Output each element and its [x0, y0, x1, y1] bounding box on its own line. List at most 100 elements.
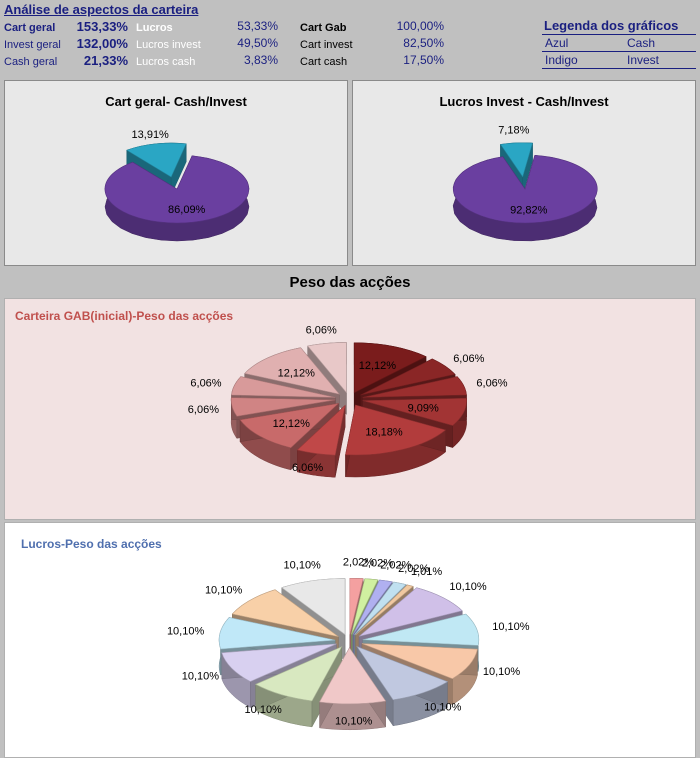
- legend-color-azul: Azul: [545, 36, 569, 50]
- pie-slice: [361, 643, 478, 680]
- lucros-invest-chart-panel: Lucros Invest - Cash/Invest 7,18% 92,82%: [352, 80, 696, 266]
- chart-title: Lucros-Peso das acções: [21, 537, 162, 551]
- data-label: 18,18%: [365, 427, 403, 439]
- cart-geral-pie-chart: 13,91% 86,09%: [104, 129, 250, 242]
- cart-cash-label: Cart cash: [300, 56, 348, 68]
- data-label: 12,12%: [278, 367, 316, 379]
- data-label: 9,09%: [408, 403, 439, 415]
- data-label: 10,10%: [167, 626, 205, 638]
- carteira-gab-pie-chart: 12,12% 6,06% 6,06% 9,09% 18,18% 6,06% 12,12% 6,…: [188, 325, 508, 478]
- pie-slice: [352, 579, 393, 635]
- cart-geral-value: 153,33%: [76, 19, 128, 34]
- lucros-cash-value: 3,83%: [243, 53, 278, 67]
- data-label: 2,02%: [398, 563, 429, 575]
- carteira-gab-chart-panel: Carteira GAB(inicial)-Peso das acções 12…: [4, 298, 696, 520]
- cart-invest-value: 82,50%: [403, 36, 444, 50]
- chart-title: Lucros Invest - Cash/Invest: [439, 94, 609, 109]
- data-label: 10,10%: [335, 716, 373, 728]
- pie-slice: [218, 617, 336, 650]
- lucros-value: 53,33%: [237, 19, 278, 33]
- data-label: 2,02%: [380, 560, 411, 572]
- data-label: 10,10%: [284, 560, 322, 572]
- lucros-peso-chart-panel: Lucros-Peso das acções 2,02% 2,02% 2,02% 2,…: [4, 522, 696, 758]
- data-label: 10,10%: [205, 584, 243, 596]
- data-label: 6,06%: [190, 377, 221, 389]
- legend-color-indigo: Indigo: [545, 53, 578, 67]
- pie-slice: [230, 397, 336, 417]
- lucros-peso-pie-chart: 2,02%2,02%2,02%2,02%1,01%10,10%10,10%10,…: [167, 557, 530, 731]
- legend-meaning-cash: Cash: [627, 36, 656, 50]
- data-label: 12,12%: [359, 360, 397, 372]
- lucros-invest-value: 49,50%: [237, 36, 278, 50]
- invest-geral-label: Invest geral: [4, 39, 61, 51]
- pie-slice: [255, 646, 343, 702]
- pie-slice: [362, 613, 480, 646]
- data-label: 10,10%: [483, 666, 521, 678]
- data-label: 10,10%: [245, 704, 283, 716]
- summary-title: Análise de aspectos da carteira: [4, 2, 199, 17]
- chart-title: Cart geral- Cash/Invest: [105, 94, 247, 109]
- data-label: 10,10%: [182, 670, 220, 682]
- pie-slice: [452, 154, 598, 224]
- invest-geral-value: 132,00%: [76, 36, 128, 51]
- pie-slice: [126, 142, 187, 178]
- data-label: 10,10%: [449, 581, 487, 593]
- pie-slice: [296, 404, 346, 456]
- data-label: 6,06%: [188, 404, 219, 416]
- pie-slice: [345, 404, 447, 456]
- pie-slice: [231, 589, 339, 637]
- pie-slice: [362, 397, 467, 426]
- pie-slice: [244, 347, 341, 395]
- legend-meaning-invest: Invest: [627, 53, 660, 67]
- lucros-cash-label: Lucros cash: [136, 56, 196, 68]
- data-label: 92,82%: [510, 204, 548, 216]
- pie-slice: [349, 577, 364, 635]
- pie-slice: [356, 645, 449, 701]
- data-label: 12,12%: [273, 418, 311, 430]
- data-label: 10,10%: [424, 701, 462, 713]
- data-label: 6,06%: [292, 462, 323, 474]
- legend-title: Legenda dos gráficos: [544, 18, 679, 33]
- cart-gab-label: Cart Gab: [300, 22, 347, 34]
- lucros-invest-pie-chart: 7,18% 92,82%: [452, 124, 598, 242]
- lucros-invest-label: Lucros invest: [136, 39, 201, 51]
- data-label: 6,06%: [306, 325, 337, 337]
- data-label: 2,02%: [343, 557, 374, 569]
- pie-slice: [221, 643, 337, 682]
- chart-title: Carteira GAB(inicial)-Peso das acções: [15, 309, 234, 323]
- pie-slice: [104, 155, 250, 224]
- data-label: 13,91%: [132, 129, 170, 141]
- legend-divider: [542, 51, 696, 52]
- pie-slice: [499, 142, 533, 178]
- pie-slice: [355, 584, 414, 636]
- legend-divider: [542, 68, 696, 69]
- cart-gab-value: 100,00%: [396, 19, 444, 33]
- pie-slice: [281, 578, 346, 636]
- pie-slice: [239, 402, 340, 449]
- cart-cash-value: 17,50%: [403, 53, 444, 67]
- pie-slice: [354, 581, 407, 635]
- lucros-label: Lucros: [136, 22, 173, 34]
- pie-slice: [231, 376, 336, 398]
- cart-geral-label: Cart geral: [4, 22, 56, 34]
- pie-slice: [362, 376, 467, 398]
- data-label: 1,01%: [411, 566, 442, 578]
- data-label: 7,18%: [498, 124, 529, 136]
- chart-legend: Legenda dos gráficos Azul Cash Indigo In…: [538, 16, 698, 69]
- cash-geral-label: Cash geral: [4, 56, 58, 68]
- portfolio-summary-header: Análise de aspectos da carteira Cart ger…: [0, 0, 700, 74]
- pie-slice: [360, 358, 456, 396]
- legend-divider: [542, 34, 696, 35]
- cart-geral-chart-panel: Cart geral- Cash/Invest 13,91% 86,09%: [4, 80, 348, 266]
- pie-slice: [319, 647, 387, 705]
- pie-slice: [351, 578, 379, 635]
- pie-slice: [358, 587, 463, 637]
- data-label: 10,10%: [492, 621, 530, 633]
- cart-invest-label: Cart invest: [300, 39, 353, 51]
- pie-slice: [353, 342, 427, 394]
- data-label: 6,06%: [453, 353, 484, 365]
- cash-geral-value: 21,33%: [83, 53, 128, 68]
- pie-slice: [307, 342, 347, 394]
- data-label: 86,09%: [168, 204, 206, 216]
- data-label: 6,06%: [476, 377, 507, 389]
